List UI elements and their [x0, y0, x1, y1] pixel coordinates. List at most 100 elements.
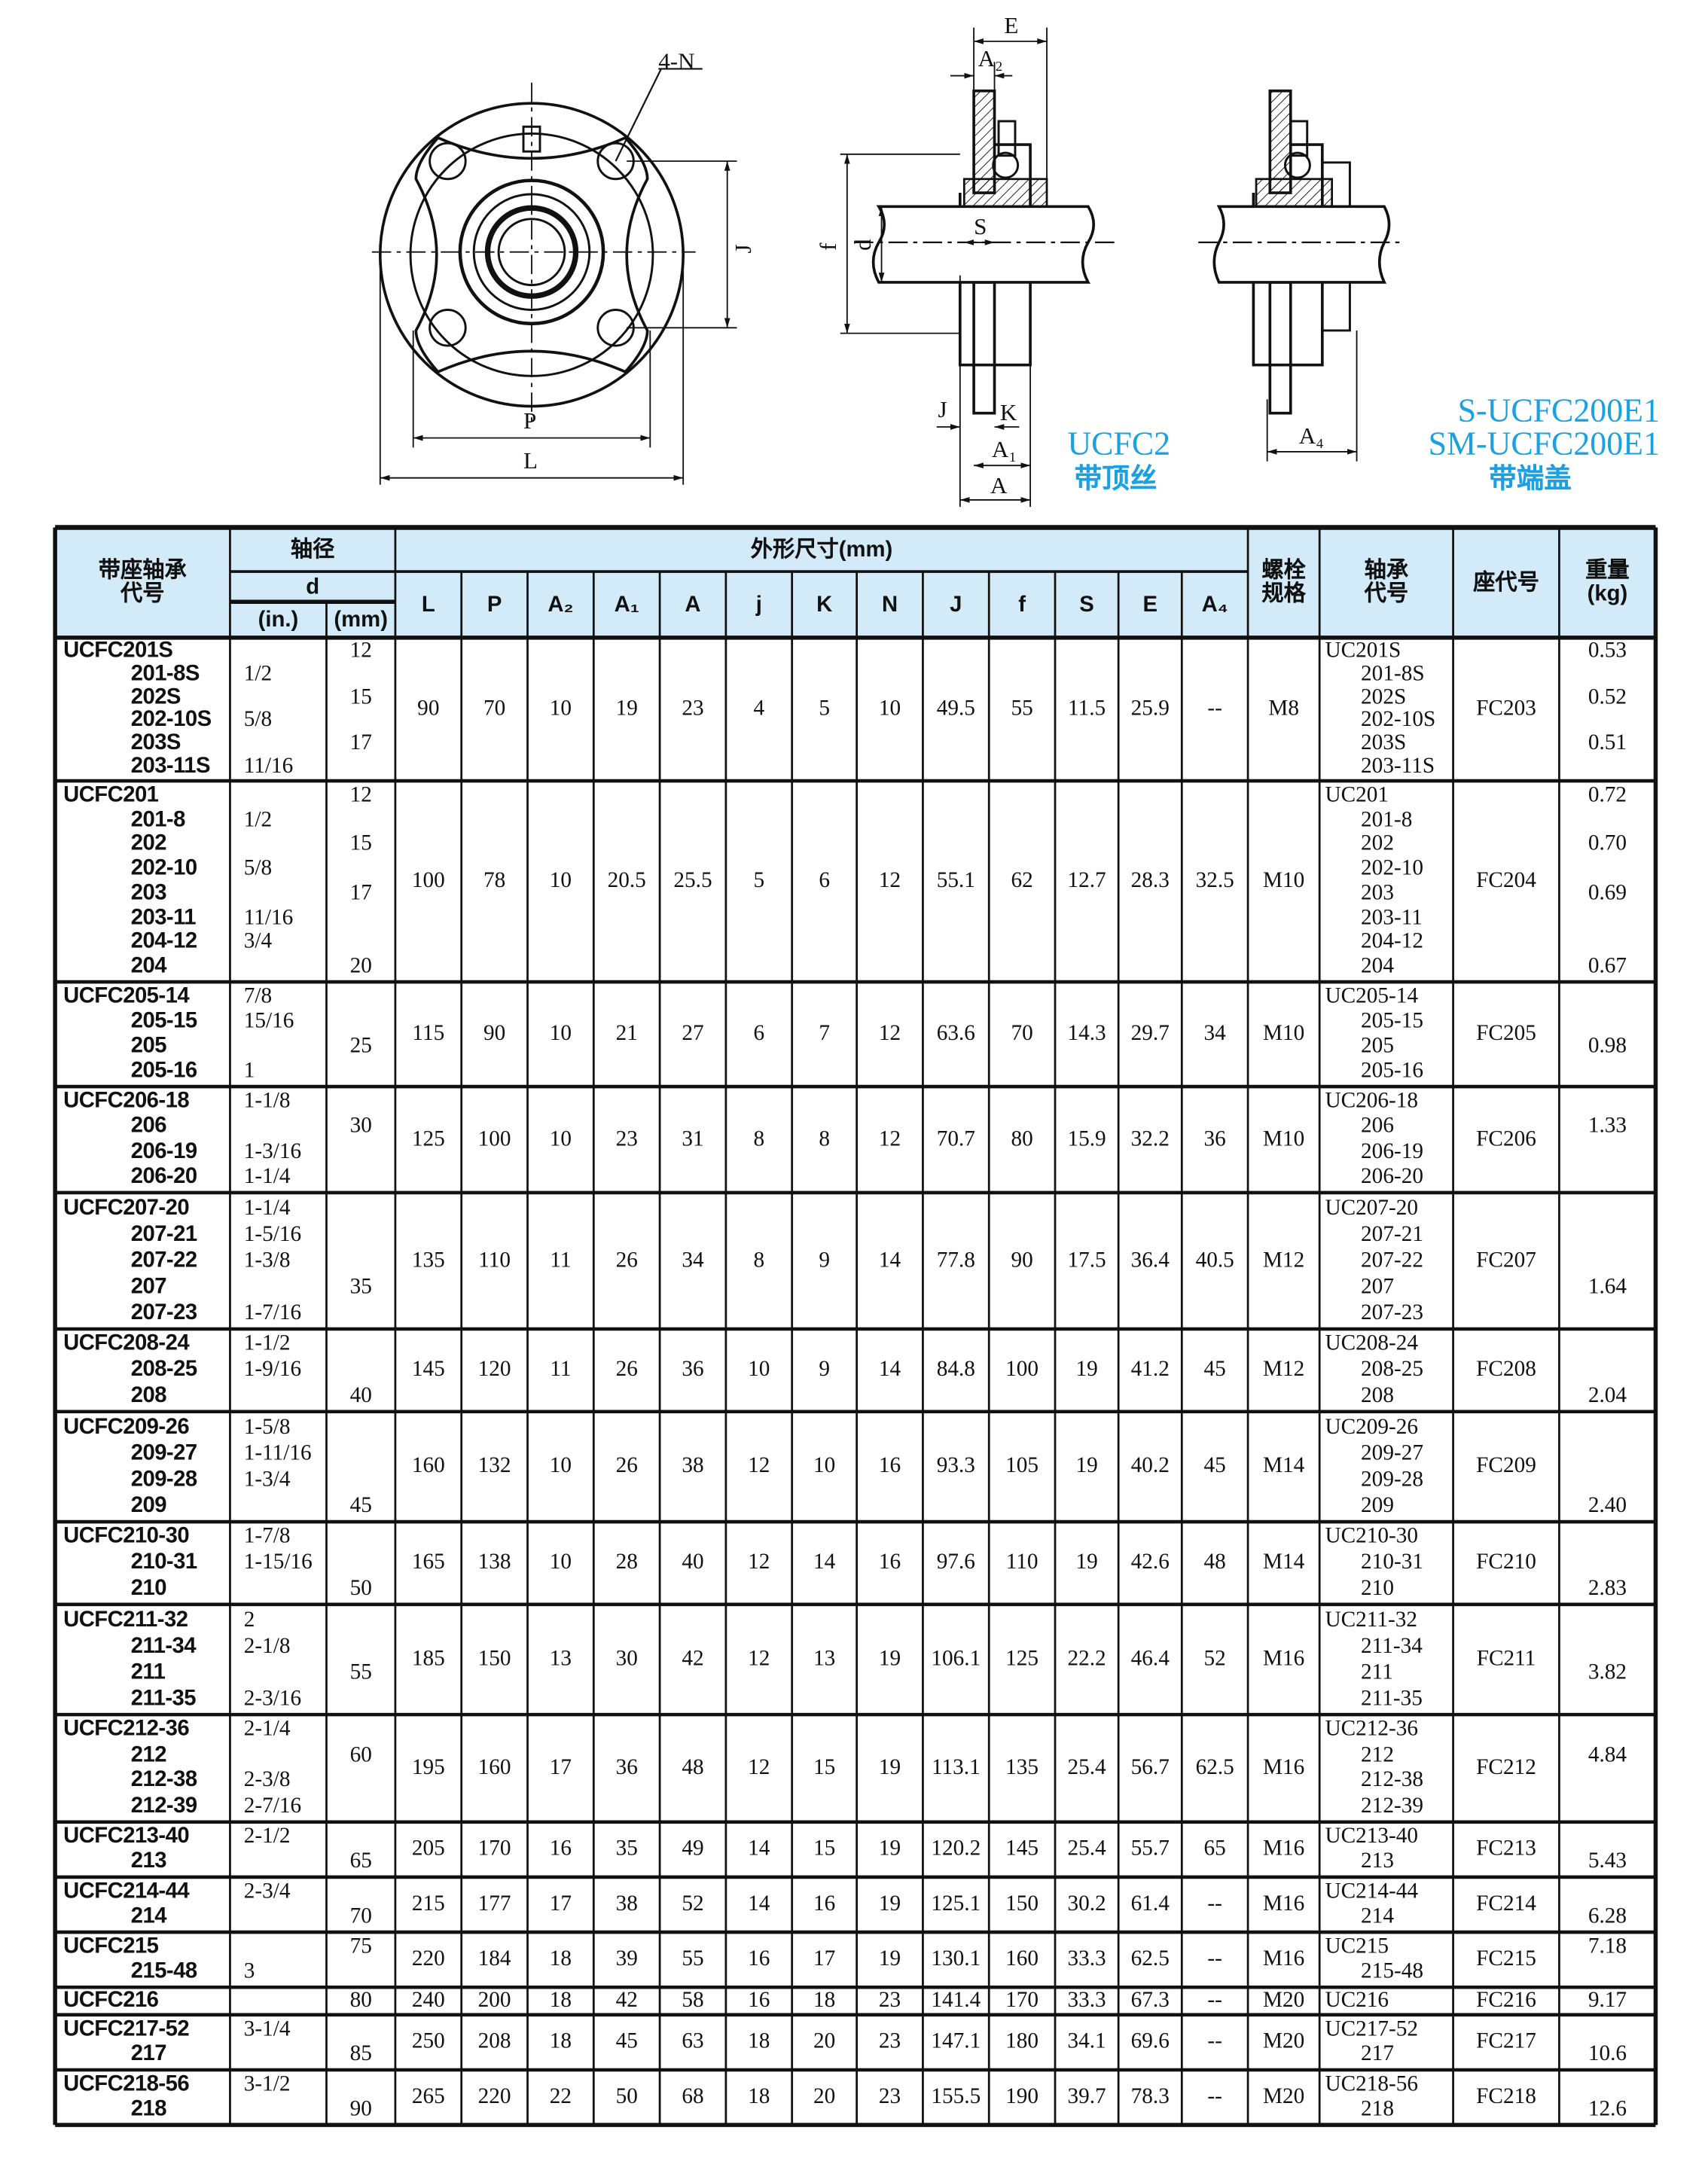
shaft-mm: 20 [349, 954, 372, 978]
bolt-spec: M16 [1262, 1647, 1305, 1671]
bolt-spec: M20 [1262, 2029, 1305, 2054]
bearing-code: 210-31 [1361, 1550, 1423, 1574]
dim-A₂: 18 [549, 2029, 572, 2054]
housing-code: FC216 [1476, 1989, 1536, 2013]
shaft-inch: 1-7/8 [243, 1525, 291, 1549]
unit-code: 203S [130, 731, 181, 755]
dim-N: 14 [878, 1248, 901, 1273]
dim-E: 56.7 [1130, 1755, 1170, 1780]
unit-code: 201-8S [130, 662, 200, 686]
weight: 2.40 [1588, 1493, 1627, 1517]
shaft-mm: 12 [349, 639, 372, 663]
dim-A₂: 10 [549, 696, 572, 721]
dim-A: 58 [682, 1989, 704, 2013]
bearing-code: 209 [1361, 1493, 1394, 1517]
shaft-inch: 3-1/4 [243, 2017, 291, 2041]
shaft-inch: 7/8 [243, 984, 273, 1008]
bearing-code: UC209-26 [1325, 1415, 1419, 1439]
bearing-code: 212-38 [1361, 1768, 1423, 1792]
unit-code: 205-15 [130, 1009, 197, 1033]
dim-P: 220 [477, 2085, 511, 2109]
unit-code: 202-10S [130, 708, 212, 732]
dim-A: 55 [682, 1947, 704, 1971]
dim-L: 165 [411, 1550, 445, 1574]
dim-f: 70 [1011, 1022, 1033, 1046]
dim-f: 100 [1005, 1358, 1039, 1382]
unit-code: UCFC205-14 [63, 984, 190, 1008]
dim-j: 12 [748, 1550, 770, 1574]
unit-code: UCFC201S [63, 639, 173, 663]
shaft-mm: 17 [349, 731, 372, 755]
dim-j: 14 [748, 1892, 770, 1916]
dim-N: 12 [878, 869, 901, 893]
dim-N: 23 [878, 2029, 901, 2054]
unit-code: 203-11 [130, 905, 197, 929]
header-dim-6: K [816, 593, 833, 617]
dim-L: 185 [411, 1647, 445, 1671]
bearing-code: UC205-14 [1325, 984, 1419, 1008]
unit-code: 212-38 [130, 1768, 197, 1792]
shaft-inch: 11/16 [243, 905, 294, 929]
housing-code: FC213 [1476, 1836, 1536, 1861]
housing-code: FC215 [1476, 1947, 1536, 1971]
bolt-spec: M16 [1262, 1947, 1305, 1971]
unit-code: UCFC209-26 [63, 1415, 190, 1439]
dim-a4-label: A₄ [1299, 422, 1324, 449]
unit-code: 211-34 [130, 1634, 197, 1658]
dim-L: 195 [411, 1755, 445, 1780]
end-cover-view-drawing [1198, 89, 1405, 462]
dim-A₄: -- [1207, 1892, 1222, 1916]
dim-A₄: -- [1207, 1989, 1222, 2013]
shaft-mm: 90 [349, 2097, 372, 2121]
unit-code: 217 [130, 2042, 167, 2066]
unit-code: 201-8 [130, 807, 186, 832]
unit-code: 211 [130, 1660, 166, 1684]
header-bolt: 螺栓 规格 [1261, 559, 1306, 606]
dim-A₄: -- [1207, 2029, 1222, 2054]
dim-J: 49.5 [936, 696, 975, 721]
bearing-code: 210 [1361, 1576, 1394, 1600]
dim-E: 62.5 [1130, 1947, 1170, 1971]
dim-N: 14 [878, 1358, 901, 1382]
dim-f: 190 [1005, 2085, 1039, 2109]
dim-S: 19 [1075, 1454, 1098, 1478]
housing-code: FC210 [1476, 1550, 1536, 1574]
dim-S: 25.4 [1067, 1836, 1106, 1861]
dim-A₂: 17 [549, 1755, 572, 1780]
dim-j: 16 [748, 1989, 770, 2013]
dim-j-label: J [730, 244, 756, 253]
dim-f: 145 [1005, 1836, 1039, 1861]
dim-A: 48 [682, 1755, 704, 1780]
shaft-inch: 2-3/16 [243, 1686, 302, 1710]
housing-code: FC204 [1476, 869, 1536, 893]
shaft-mm: 70 [349, 1904, 372, 1928]
bolt-spec: M20 [1262, 2085, 1305, 2109]
dim-L: 90 [417, 696, 440, 721]
bearing-code: 212 [1361, 1743, 1394, 1767]
bearing-code: 202-10S [1361, 708, 1436, 732]
bearing-code: 213 [1361, 1849, 1394, 1873]
dim-J: 130.1 [931, 1947, 981, 1971]
bearing-code: 202-10 [1361, 856, 1423, 880]
shaft-inch: 2-3/4 [243, 1879, 291, 1903]
unit-code: UCFC217-52 [63, 2017, 190, 2041]
dim-a2-label: A₂ [978, 45, 1003, 72]
dim-A₄: 52 [1203, 1647, 1226, 1671]
bolt-spec: M20 [1262, 1989, 1305, 2013]
dim-f: 55 [1011, 696, 1033, 721]
bolt-spec: M16 [1262, 1892, 1305, 1916]
ucfc2-note: 带顶丝 [1074, 461, 1157, 495]
s-ucfc-label: S-UCFC200E1 [1457, 394, 1660, 430]
bolt-spec: M10 [1262, 1127, 1305, 1151]
shaft-inch: 2-1/4 [243, 1718, 291, 1742]
holes-label: 4-N [658, 47, 694, 74]
dim-f: 110 [1005, 1550, 1039, 1574]
bearing-code: 201-8 [1361, 807, 1413, 832]
dim-N: 16 [878, 1454, 901, 1478]
unit-code: 218 [130, 2097, 167, 2121]
dim-A: 23 [682, 696, 704, 721]
bearing-code: UC206-18 [1325, 1089, 1419, 1114]
shaft-inch: 1/2 [243, 662, 273, 686]
